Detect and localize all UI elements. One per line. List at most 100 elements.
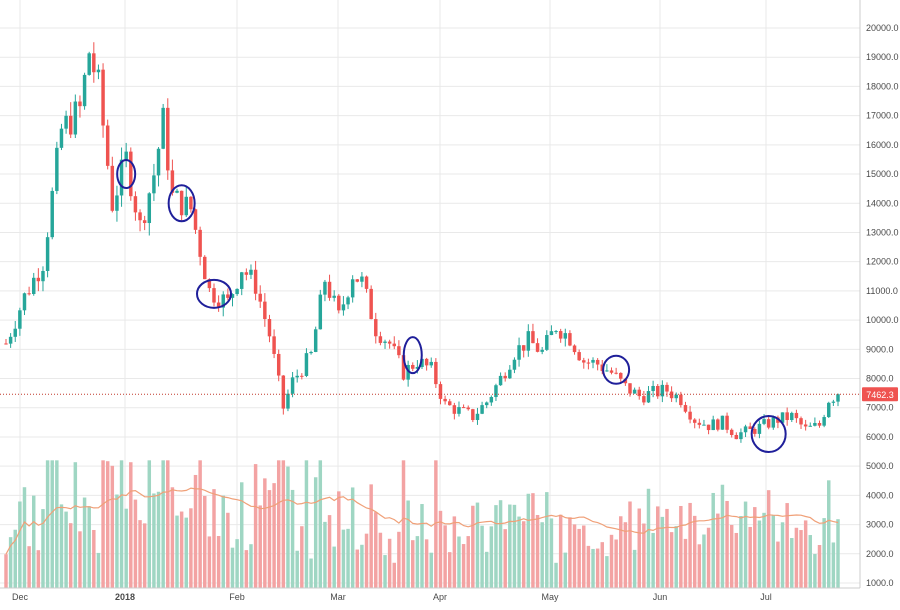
candle-body — [156, 148, 161, 176]
candle-body — [443, 398, 447, 402]
candle-body — [591, 359, 595, 363]
volume-bar — [286, 466, 290, 588]
candle-body — [563, 333, 568, 339]
candle-body — [494, 385, 498, 398]
volume-bar — [803, 520, 808, 588]
volume-bar — [397, 531, 401, 588]
volume-bar — [55, 460, 59, 588]
candle-body — [230, 294, 235, 298]
candle-body — [332, 295, 336, 298]
candle-body — [313, 329, 318, 352]
volume-bar — [406, 500, 410, 588]
y-tick-label: 3000.0 — [866, 520, 894, 530]
volume-bar — [323, 521, 327, 588]
volume-bar — [184, 517, 188, 588]
volume-bar — [92, 529, 96, 588]
candle-body — [586, 362, 591, 364]
volume-bar — [813, 554, 817, 588]
volume-bar — [276, 460, 281, 588]
candle-body — [799, 418, 803, 425]
volume-bar — [466, 536, 470, 588]
volume-bar — [475, 502, 480, 588]
volume-bar — [207, 536, 212, 588]
volume-bar — [41, 509, 45, 588]
volume-bar — [739, 516, 743, 588]
candle-body — [374, 319, 378, 337]
y-tick-label: 12000.0 — [866, 257, 899, 267]
candle-body — [521, 345, 526, 351]
volume-bar — [4, 554, 8, 588]
candle-body — [632, 389, 637, 394]
volume-bar — [82, 497, 87, 588]
volume-bar — [313, 477, 318, 588]
candle-body — [253, 269, 258, 294]
y-tick-label: 20000.0 — [866, 23, 899, 33]
volume-bar — [147, 460, 152, 588]
candle-body — [480, 405, 484, 414]
candle-body — [836, 394, 840, 402]
candle-body — [484, 402, 489, 406]
volume-bar — [221, 495, 225, 588]
candle-body — [290, 377, 295, 394]
volume-bar — [18, 501, 22, 588]
candle-body — [420, 358, 424, 367]
candle-body — [512, 359, 517, 370]
volume-bar — [831, 542, 836, 588]
volume-bar — [734, 532, 739, 588]
candle-body — [41, 270, 45, 282]
volume-bar — [558, 514, 563, 588]
candle-body — [457, 407, 461, 414]
volume-bar — [743, 501, 748, 588]
volume-bar — [166, 460, 170, 588]
candle-body — [133, 196, 138, 213]
volume-bar — [374, 512, 378, 588]
volume-bar — [50, 460, 54, 588]
volume-bar — [87, 506, 91, 588]
candle-body — [424, 358, 429, 366]
candle-body — [142, 220, 147, 224]
candle-body — [364, 276, 369, 289]
volume-bar — [327, 515, 332, 588]
volume-bar — [212, 489, 216, 588]
candle-body — [466, 407, 470, 410]
candle-body — [92, 53, 96, 73]
volume-bar — [101, 460, 105, 588]
volume-bar — [702, 534, 706, 588]
volume-bar — [378, 532, 383, 588]
volume-bar — [244, 550, 249, 588]
candle-body — [762, 419, 766, 424]
volume-bar — [794, 527, 799, 588]
volume-bar — [411, 540, 415, 588]
candle-body — [78, 101, 82, 107]
volume-bar — [73, 462, 78, 588]
volume-bar — [785, 503, 789, 588]
x-tick-label: Jul — [760, 592, 772, 602]
volume-bar — [572, 524, 577, 588]
candle-body — [720, 415, 725, 430]
candle-body — [203, 256, 207, 280]
annotation-circle — [196, 278, 232, 309]
candle-body — [36, 277, 41, 282]
candle-body — [526, 331, 531, 351]
y-tick-label: 4000.0 — [866, 490, 894, 500]
volume-bar — [669, 532, 674, 588]
volume-bar — [697, 544, 702, 588]
candle-body — [540, 349, 544, 352]
candle-body — [766, 419, 771, 428]
candle-body — [831, 401, 836, 403]
volume-bar — [535, 514, 540, 588]
candle-body — [387, 341, 392, 344]
candle-body — [286, 393, 290, 409]
volume-bar — [480, 525, 484, 588]
x-tick-label: Dec — [12, 592, 29, 602]
y-tick-label: 1000.0 — [866, 578, 894, 588]
volume-bar — [651, 532, 655, 588]
candle-body — [166, 107, 170, 171]
volume-moving-average — [5, 487, 839, 555]
candle-body — [138, 212, 142, 221]
volume-bar — [253, 464, 258, 588]
y-tick-label: 17000.0 — [866, 111, 899, 121]
candle-body — [683, 405, 688, 412]
candle-body — [119, 159, 124, 196]
